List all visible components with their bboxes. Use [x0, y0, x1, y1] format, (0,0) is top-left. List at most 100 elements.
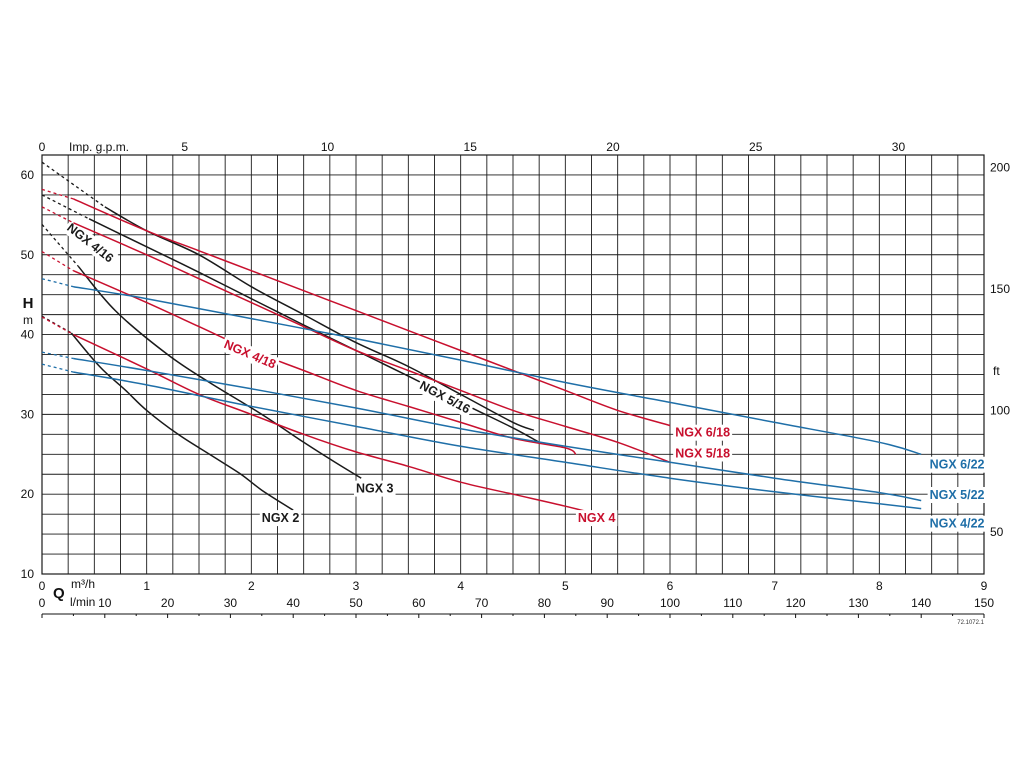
drawing-code: 72.1072.1 [957, 620, 984, 626]
h-m-tick-label: 30 [21, 407, 35, 421]
curve-label-group: NGX 6/18 [673, 424, 733, 441]
curve-label-background [219, 335, 281, 374]
q-lmin-tick-label: 140 [911, 596, 931, 610]
q-m3h-tick-label: 5 [562, 579, 569, 593]
h-axis-unit: m [23, 313, 33, 327]
curve-label: NGX 6/22 [930, 458, 985, 472]
h-ft-tick-label: 200 [990, 160, 1010, 174]
h-m-tick-label: 50 [21, 248, 35, 262]
curve-label-background [927, 487, 987, 503]
curve-dashed-extension [41, 315, 72, 334]
curve-label-background [927, 456, 987, 473]
curve-label: NGX 5/22 [930, 488, 985, 502]
curve-label-background [927, 515, 987, 532]
q-m3h-tick-label: 6 [667, 579, 674, 593]
h-m-tick-label: 10 [21, 567, 35, 581]
q-lmin-tick-label: 0 [39, 596, 46, 610]
h-m-tick-label: 40 [21, 328, 35, 342]
curve-label-group: NGX 4/16 [62, 218, 119, 268]
imp-gpm-tick-label: 25 [749, 140, 763, 154]
curve-ngx-4 [73, 333, 597, 515]
curve-label-background [575, 510, 618, 527]
curve-label-background [62, 218, 119, 268]
h-ft-tick-label: 150 [990, 282, 1010, 296]
imp-gpm-axis-unit: Imp. g.p.m. [69, 140, 129, 154]
h-axis-label: H [23, 295, 34, 312]
q-lmin-tick-label: 130 [848, 596, 868, 610]
q-lmin-tick-label: 150 [974, 596, 994, 610]
h-m-tick-label: 20 [21, 487, 35, 501]
curve-label: NGX 4/16 [64, 221, 116, 266]
q-m3h-tick-label: 1 [143, 579, 150, 593]
q-m3h-tick-label: 0 [39, 579, 46, 593]
curve-ngx-3 [78, 266, 362, 479]
curve-ngx-2 [70, 332, 294, 511]
curve-label-background [259, 510, 302, 527]
curve-dashed-extension [41, 363, 74, 373]
q-lmin-tick-label: 50 [349, 596, 363, 610]
imp-gpm-tick-label: 20 [606, 140, 620, 154]
curve-label: NGX 6/18 [675, 426, 730, 440]
curve-ngx-6-18 [73, 198, 671, 427]
q-lmin-tick-label: 100 [660, 596, 680, 610]
curve-label-background [354, 480, 396, 497]
curve-label-background [673, 424, 733, 441]
curve-dashed-extension [41, 278, 74, 288]
curve-label-group: NGX 3 [354, 480, 396, 497]
curve-dashed-extension [41, 194, 90, 220]
curve-ngx-5-16 [88, 218, 540, 443]
curve-label-group: NGX 4 [575, 510, 618, 527]
imp-gpm-tick-label: 5 [181, 140, 188, 154]
h-ft-tick-label: 50 [990, 525, 1004, 539]
q-m3h-tick-label: 2 [248, 579, 255, 593]
q-m3h-tick-label: 4 [457, 579, 464, 593]
imp-gpm-tick-label: 15 [464, 140, 478, 154]
q-lmin-tick-label: 20 [161, 596, 175, 610]
q-lmin-tick-label: 120 [786, 596, 806, 610]
q-m3h-axis-unit: m³/h [71, 577, 95, 591]
curve-label-group: NGX 5/22 [927, 487, 987, 503]
curve-dashed-extension [41, 161, 106, 208]
q-lmin-tick-label: 30 [224, 596, 238, 610]
imp-gpm-tick-label: 0 [39, 140, 46, 154]
q-lmin-tick-label: 80 [538, 596, 552, 610]
curve-ngx-5-22 [73, 357, 922, 502]
curve-label: NGX 2 [262, 511, 300, 525]
imp-gpm-tick-label: 10 [321, 140, 335, 154]
q-lmin-tick-label: 60 [412, 596, 426, 610]
curve-label-group: NGX 2 [259, 510, 302, 527]
h-m-tick-label: 60 [21, 168, 35, 182]
q-lmin-axis-unit: l/min [70, 595, 95, 609]
q-m3h-tick-label: 7 [771, 579, 778, 593]
curve-ngx-6-22 [73, 285, 922, 456]
curve-dashed-extension [41, 351, 74, 360]
curve-label: NGX 3 [356, 482, 394, 496]
q-m3h-tick-label: 3 [353, 579, 360, 593]
h-ft-tick-label: 100 [990, 404, 1010, 418]
q-lmin-tick-label: 40 [287, 596, 301, 610]
curve-dashed-extension [41, 188, 74, 200]
imp-gpm-tick-label: 30 [892, 140, 906, 154]
q-lmin-tick-label: 110 [723, 596, 742, 610]
q-lmin-tick-label: 90 [601, 596, 615, 610]
curve-label-background [673, 445, 733, 462]
curve-label: NGX 4/22 [930, 517, 985, 531]
curve-label: NGX 5/18 [675, 447, 730, 461]
q-m3h-tick-label: 9 [981, 579, 988, 593]
curve-label-group: NGX 5/18 [673, 445, 733, 462]
curve-label-background [415, 376, 475, 419]
curve-ngx-4-16 [104, 206, 535, 432]
q-lmin-tick-label: 70 [475, 596, 489, 610]
curve-ngx-5-18 [73, 222, 671, 463]
q-axis-label: Q [53, 585, 65, 602]
curve-dashed-extension [41, 251, 74, 272]
q-lmin-tick-label: 10 [98, 596, 112, 610]
curve-ngx-4-18 [73, 270, 577, 455]
curve-ngx-4-22 [73, 371, 922, 510]
q-m3h-tick-label: 8 [876, 579, 883, 593]
curve-label-group: NGX 6/22 [927, 456, 987, 473]
h-ft-axis-unit: ft [993, 364, 1000, 378]
curve-label-group: NGX 4/22 [927, 515, 987, 532]
